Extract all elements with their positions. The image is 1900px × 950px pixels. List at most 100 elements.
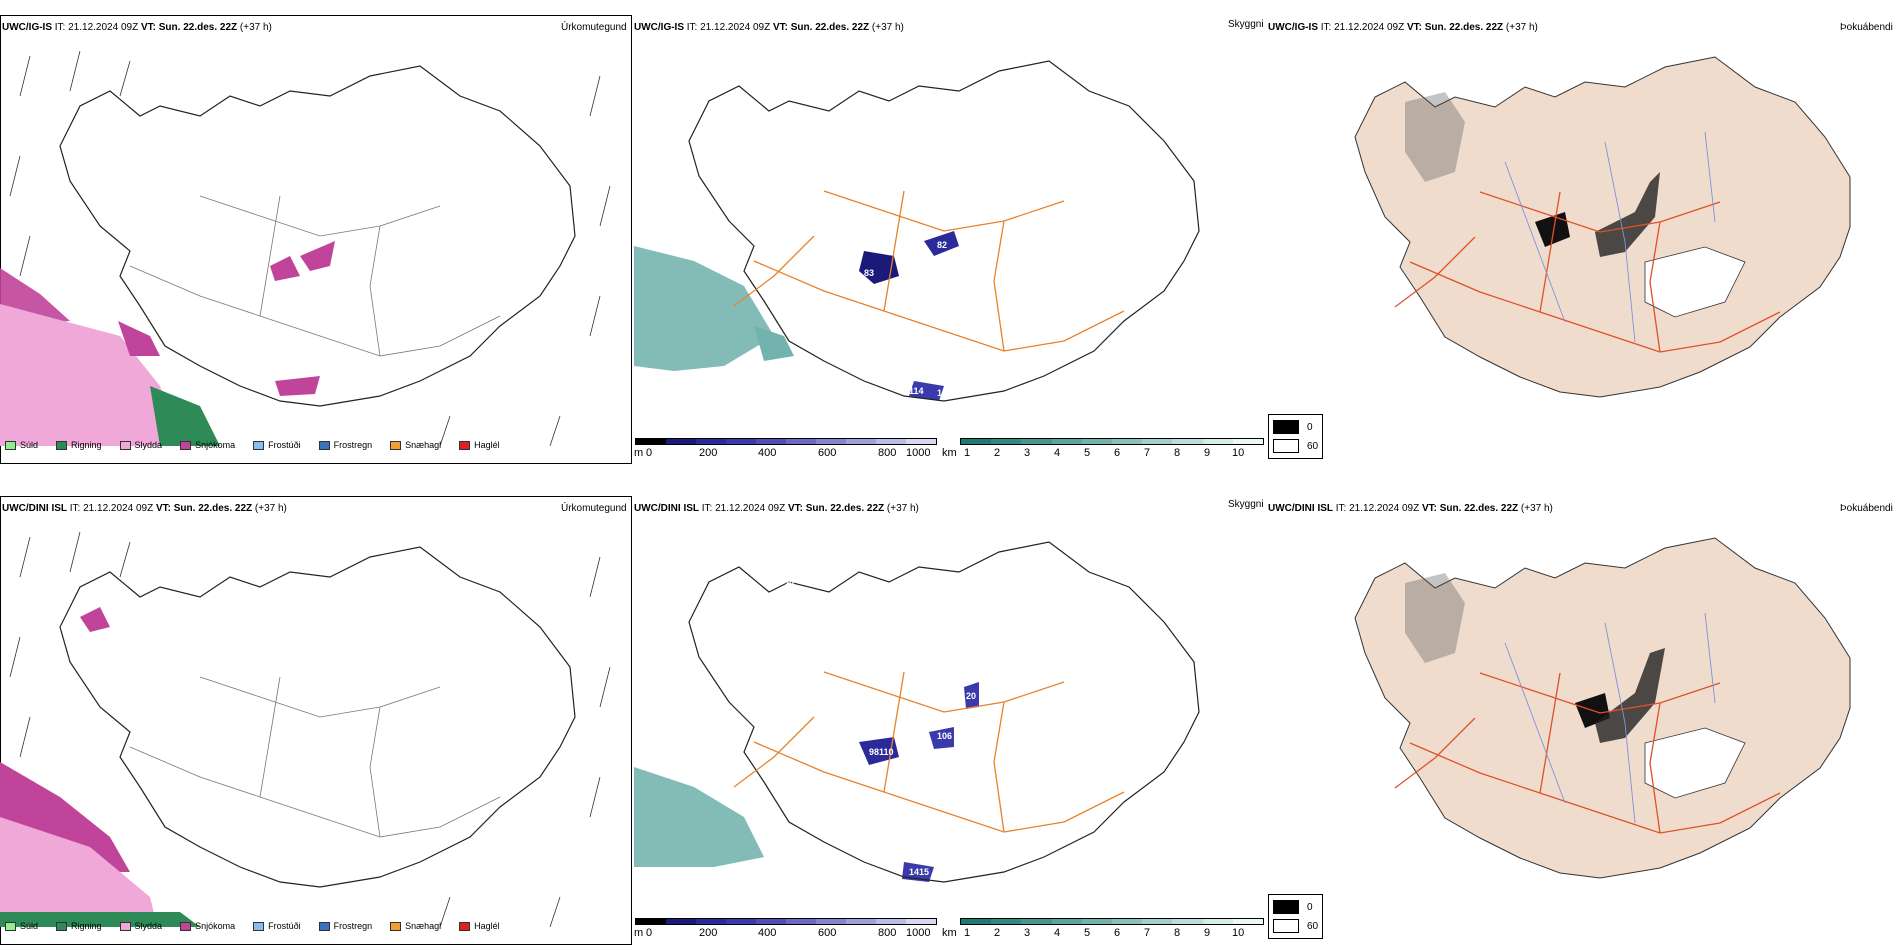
cloudbase-area xyxy=(902,862,934,882)
low-visibility-area xyxy=(634,246,774,371)
vt-value: Sun. 22.des. 22Z xyxy=(173,503,253,514)
legend-item: Rigning xyxy=(56,440,102,450)
road-lines xyxy=(129,676,501,838)
legend-item: Frostúði xyxy=(253,921,301,931)
lead-time: (+37 h) xyxy=(1505,22,1538,33)
vt-label: VT: xyxy=(1421,503,1437,514)
visibility-title: Skyggni xyxy=(1228,19,1264,30)
road-lines xyxy=(733,190,1125,352)
low-visibility-area xyxy=(634,767,764,867)
lead-time: (+37 h) xyxy=(254,503,287,514)
road-lines xyxy=(1394,672,1781,834)
wind-barbs xyxy=(9,531,611,928)
river-lines xyxy=(1504,131,1716,343)
height-label: 106 xyxy=(937,388,952,398)
wind-barbs xyxy=(9,50,611,447)
height-label: 106 xyxy=(937,731,952,741)
cloudbase-area xyxy=(929,727,954,749)
height-labels: 100 15 20 20 83 200 82 62 114 106 xyxy=(759,83,952,398)
visibility-colorbar xyxy=(960,438,1264,445)
precip-panel-frame xyxy=(0,15,632,464)
vt-value: Sun. 22.des. 22Z xyxy=(805,503,885,514)
precip-map xyxy=(0,50,611,447)
fog-map xyxy=(1354,537,1851,879)
lead-time: (+37 h) xyxy=(871,22,904,33)
sleet-area xyxy=(0,304,180,446)
it-value: 21.12.2024 09Z xyxy=(68,22,139,33)
lead-time: (+37 h) xyxy=(1520,503,1553,514)
fog-header: UWC/DINI ISL IT: 21.12.2024 09Z VT: Sun.… xyxy=(1268,503,1553,515)
legend-item: Haglél xyxy=(459,440,500,450)
unit-label: km xyxy=(942,447,957,459)
legend-item: Snæhagl xyxy=(390,921,441,931)
cloudbase-area xyxy=(859,251,899,284)
cloudbase-area xyxy=(859,737,899,765)
vt-label: VT: xyxy=(772,22,788,33)
precip-title: Úrkomutegund xyxy=(561,22,627,33)
model-name: UWC/IG-IS xyxy=(634,22,684,33)
model-name: UWC/IG-IS xyxy=(1268,22,1318,33)
river-lines xyxy=(1504,612,1716,824)
cloudbase-area xyxy=(924,231,959,256)
fog-clear-area xyxy=(1644,246,1746,318)
precip-legend: Súld Rigning Slydda Snjókoma Frostúði Fr… xyxy=(5,921,518,931)
fog-legend: 0 60 xyxy=(1268,414,1323,459)
height-label: 83 xyxy=(864,268,874,278)
iceland-outline xyxy=(59,65,576,407)
iceland-outline xyxy=(688,541,1200,883)
iceland-land xyxy=(1354,56,1851,398)
sleet-area xyxy=(0,817,155,917)
height-label: 82 xyxy=(937,240,947,250)
it-value: 21.12.2024 09Z xyxy=(715,503,786,514)
rain-area xyxy=(150,386,220,446)
visibility-ticks: km 1 2 3 4 5 6 7 8 9 10 xyxy=(942,927,1245,939)
vt-label: VT: xyxy=(155,503,171,514)
legend-item: Frostúði xyxy=(253,440,301,450)
visibility-ticks: km 1 2 3 4 5 6 7 8 9 10 xyxy=(942,447,1245,459)
it-label: IT: xyxy=(1320,22,1332,33)
fog-gray-area xyxy=(1405,573,1465,663)
precip-header: UWC/IG-IS IT: 21.12.2024 09Z VT: Sun. 22… xyxy=(2,22,272,34)
cloudbase-area xyxy=(964,682,979,709)
snow-area xyxy=(118,321,160,356)
cloudbase-colorbar xyxy=(635,438,937,445)
road-lines xyxy=(129,195,501,357)
vt-label: VT: xyxy=(1406,22,1422,33)
road-lines xyxy=(1394,191,1781,353)
legend-item: Slydda xyxy=(119,921,162,931)
legend-item: Frostregn xyxy=(318,440,372,450)
model-name: UWC/IG-IS xyxy=(2,22,52,33)
unit-label: m xyxy=(634,447,644,459)
height-label: 20 xyxy=(774,138,784,148)
rain-area xyxy=(0,912,200,927)
cloudbase-ticks: m 0 200 400 600 800 1000 xyxy=(634,927,931,939)
iceland-outline xyxy=(688,60,1200,402)
visibility-header: UWC/DINI ISL IT: 21.12.2024 09Z VT: Sun.… xyxy=(634,503,919,515)
height-label: 13 xyxy=(749,606,759,616)
cloudbase-colorbar xyxy=(635,918,937,925)
snow-patch xyxy=(270,256,300,281)
fog-title: Þokuábendi xyxy=(1840,22,1893,33)
visibility-title: Skyggni xyxy=(1228,499,1264,510)
vt-value: Sun. 22.des. 22Z xyxy=(1439,503,1519,514)
fog-dark-area xyxy=(1535,212,1570,247)
iceland-outline xyxy=(59,546,576,888)
low-visibility-area xyxy=(754,326,794,361)
model-name: UWC/DINI ISL xyxy=(634,503,699,514)
it-label: IT: xyxy=(69,503,81,514)
legend-item: Slydda xyxy=(119,440,162,450)
visibility-map: 13 20 98110 106 20 1415 xyxy=(634,541,1200,883)
height-label: 15 xyxy=(779,83,789,93)
height-label: 20 xyxy=(779,193,789,203)
visibility-colorbar xyxy=(960,918,1264,925)
legend-item: Súld xyxy=(5,921,38,931)
height-label: 100 xyxy=(759,83,774,93)
model-name: UWC/DINI ISL xyxy=(1268,503,1333,514)
legend-item: Snæhagl xyxy=(390,440,441,450)
model-name: UWC/DINI ISL xyxy=(2,503,67,514)
legend-item: Súld xyxy=(5,440,38,450)
fog-map xyxy=(1354,56,1851,398)
height-label: 98110 xyxy=(869,747,894,757)
road-lines xyxy=(733,671,1125,833)
fog-legend: 0 60 xyxy=(1268,894,1323,939)
